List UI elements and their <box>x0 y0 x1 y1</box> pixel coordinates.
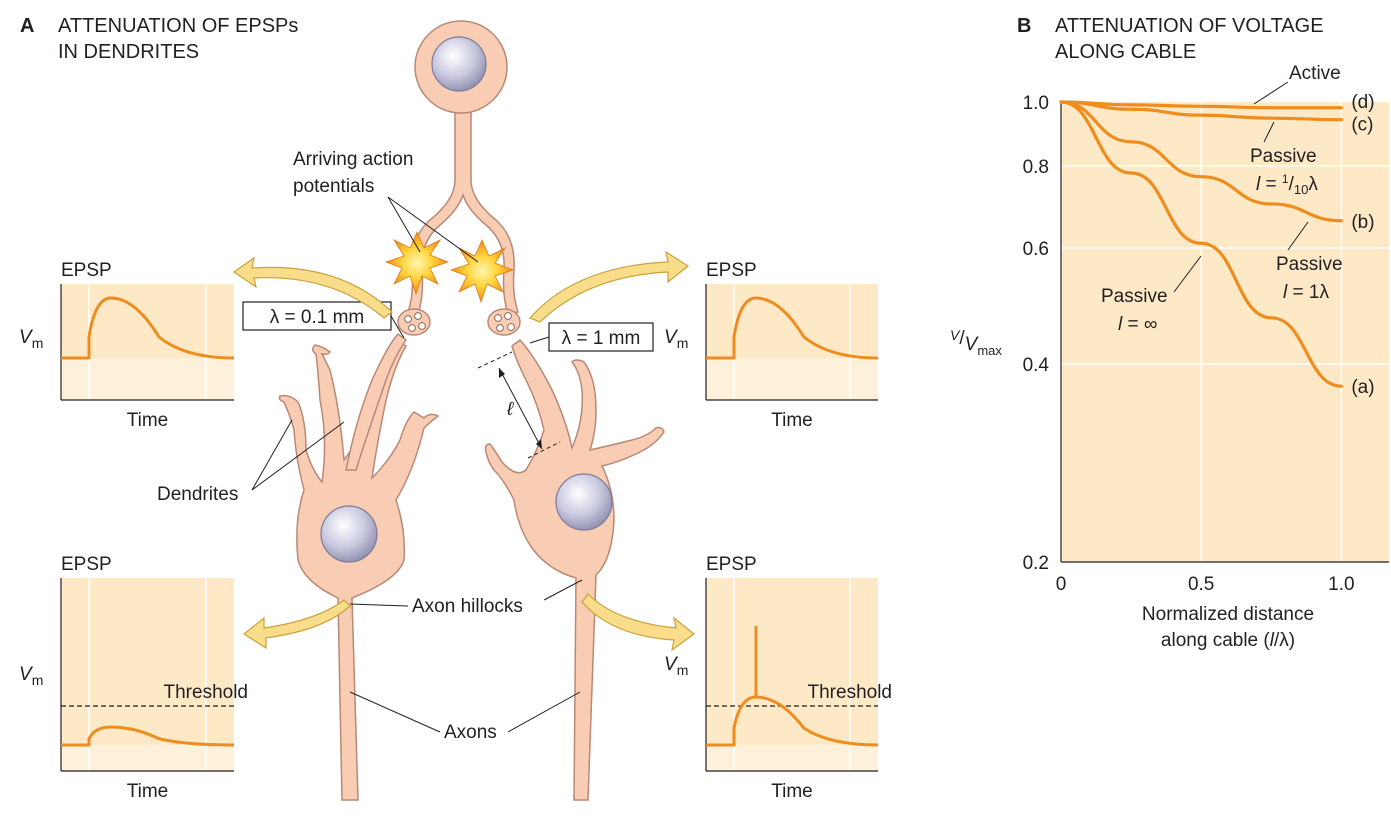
arrow-upper-left <box>232 256 393 319</box>
nucleus-icon <box>431 36 487 92</box>
panel-b-letter: B <box>1017 15 1031 37</box>
epsp-trace <box>61 296 235 360</box>
chart-plot-area <box>1061 102 1389 562</box>
annotation-passive-b: Passive <box>1276 254 1343 275</box>
vm-label: Vm <box>19 664 43 688</box>
x-tick-label: 0.5 <box>1188 574 1214 595</box>
epsp-plot-upper-right: EPSP Time Vm <box>664 260 879 431</box>
arriving-leader-right <box>387 196 479 263</box>
epsp-plot-lower-right: EPSP Time Vm Threshold <box>664 554 892 802</box>
x-tick-label: 0 <box>1056 574 1067 595</box>
axon-hillocks-label: Axon hillocks <box>412 596 523 617</box>
plot-lower-band <box>706 358 878 400</box>
epsp-plot-upper-left: EPSP Time Vm <box>19 260 235 431</box>
x-axis-label-line1: Normalized distance <box>1142 604 1314 625</box>
length-marker: ℓ <box>477 351 561 459</box>
lambda-short-label: λ = 0.1 mm <box>270 307 365 328</box>
arrow-lower-left <box>242 599 351 650</box>
length-symbol: ℓ <box>506 399 514 420</box>
annotation-eq-a: l = ∞ <box>1118 314 1157 335</box>
epsp-trace <box>706 695 879 747</box>
annotation-passive-c: Passive <box>1250 146 1317 167</box>
series-tag-a: (a) <box>1351 377 1374 398</box>
series-tag-c: (c) <box>1351 115 1373 136</box>
annotation-leader-a <box>1173 255 1202 293</box>
y-tick-label: 1.0 <box>1023 93 1049 114</box>
annotation-leader-b <box>1287 221 1309 251</box>
left-neuron <box>278 332 440 801</box>
threshold-label: Threshold <box>808 682 893 703</box>
epsp-trace <box>61 725 235 747</box>
panel-b-title-line2: ALONG CABLE <box>1055 41 1196 63</box>
arriving-label-line2: potentials <box>293 176 374 197</box>
attenuation-chart: 1.0 0.8 0.6 0.4 0.2 0 0.5 1.0 Normalized distanc… <box>950 63 1389 651</box>
panel-a-title-line1: ATTENUATION OF EPSPs <box>58 15 298 37</box>
arriving-leader-left <box>387 196 421 253</box>
epsp-trace <box>706 296 879 360</box>
panel-a-letter: A <box>20 15 34 37</box>
time-label: Time <box>127 410 169 431</box>
y-tick-label: 0.2 <box>1023 553 1049 574</box>
plot-background <box>706 578 878 771</box>
annotation-leader-c <box>1263 121 1275 143</box>
dendrites-label: Dendrites <box>157 484 238 505</box>
series-line-b <box>1059 100 1343 223</box>
bouton-right <box>487 308 521 336</box>
epsp-plot-lower-left: EPSP Time Vm Threshold <box>19 554 248 802</box>
lambda-long-label: λ = 1 mm <box>562 328 641 349</box>
nucleus-icon <box>555 473 613 531</box>
time-label: Time <box>771 781 813 802</box>
annotation-eq-c: l = 1/10λ <box>1256 172 1318 197</box>
series-line-a <box>1059 100 1343 388</box>
time-label: Time <box>127 781 169 802</box>
epsp-title: EPSP <box>61 260 112 281</box>
lambda-long-box: λ = 1 mm <box>529 322 654 352</box>
epsp-title: EPSP <box>706 260 757 281</box>
series-tag-d: (d) <box>1351 92 1374 113</box>
lambda-short-box: λ = 0.1 mm <box>242 301 405 339</box>
y-tick-label: 0.4 <box>1023 355 1050 376</box>
annotation-active: Active <box>1289 63 1341 84</box>
x-axis-label-line2: along cable (l/λ) <box>1161 630 1295 651</box>
y-axis-label: V/Vmax <box>950 327 1002 358</box>
epsp-title: EPSP <box>706 554 757 575</box>
x-tick-label: 1.0 <box>1328 574 1354 595</box>
plot-lower-band <box>61 745 234 771</box>
panel-b-title-line1: ATTENUATION OF VOLTAGE <box>1055 15 1324 37</box>
vm-label: Vm <box>664 327 688 351</box>
plot-background <box>61 578 234 771</box>
annotation-eq-b: l = 1λ <box>1283 282 1329 303</box>
annotation-passive-a: Passive <box>1101 286 1168 307</box>
time-label: Time <box>771 410 813 431</box>
annotation-leader-active <box>1253 81 1289 105</box>
plot-lower-band <box>706 745 878 771</box>
spark-icon-left <box>384 231 450 296</box>
spark-icon-right <box>449 239 515 304</box>
y-tick-label: 0.8 <box>1023 157 1049 178</box>
axons-label: Axons <box>444 722 497 743</box>
right-neuron <box>484 338 665 801</box>
series-line-c <box>1059 100 1343 122</box>
arrow-lower-right <box>581 593 695 652</box>
plot-lower-band <box>61 358 234 400</box>
epsp-title: EPSP <box>61 554 112 575</box>
threshold-label: Threshold <box>164 682 249 703</box>
presynaptic-neuron <box>397 20 521 336</box>
arrow-upper-right <box>528 250 690 323</box>
series-tag-b: (b) <box>1351 212 1374 233</box>
nucleus-icon <box>320 505 378 563</box>
series-line-d <box>1059 100 1343 110</box>
arriving-label-line1: Arriving action <box>293 149 413 170</box>
vm-label: Vm <box>19 327 43 351</box>
vm-label: Vm <box>664 654 688 678</box>
y-tick-label: 0.6 <box>1023 239 1049 260</box>
panel-a-title-line2: IN DENDRITES <box>58 41 199 63</box>
